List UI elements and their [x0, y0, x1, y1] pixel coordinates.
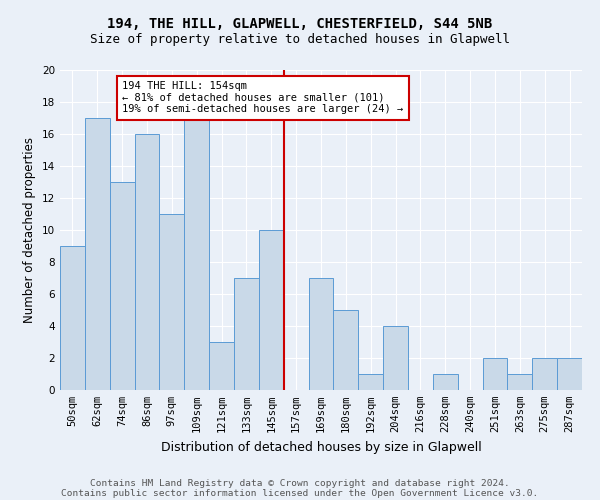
Bar	[110, 182, 134, 390]
Bar	[508, 374, 532, 390]
Text: Contains public sector information licensed under the Open Government Licence v3: Contains public sector information licen…	[61, 488, 539, 498]
Bar	[383, 326, 408, 390]
Bar	[358, 374, 383, 390]
Bar	[433, 374, 458, 390]
Text: Contains HM Land Registry data © Crown copyright and database right 2024.: Contains HM Land Registry data © Crown c…	[90, 478, 510, 488]
Y-axis label: Number of detached properties: Number of detached properties	[23, 137, 37, 323]
X-axis label: Distribution of detached houses by size in Glapwell: Distribution of detached houses by size …	[161, 440, 481, 454]
Bar	[334, 310, 358, 390]
Bar	[234, 278, 259, 390]
Bar	[482, 358, 508, 390]
Bar	[308, 278, 334, 390]
Text: 194, THE HILL, GLAPWELL, CHESTERFIELD, S44 5NB: 194, THE HILL, GLAPWELL, CHESTERFIELD, S…	[107, 18, 493, 32]
Bar	[85, 118, 110, 390]
Bar	[532, 358, 557, 390]
Bar	[259, 230, 284, 390]
Text: Size of property relative to detached houses in Glapwell: Size of property relative to detached ho…	[90, 32, 510, 46]
Bar	[160, 214, 184, 390]
Bar	[184, 118, 209, 390]
Text: 194 THE HILL: 154sqm
← 81% of detached houses are smaller (101)
19% of semi-deta: 194 THE HILL: 154sqm ← 81% of detached h…	[122, 81, 403, 114]
Bar	[209, 342, 234, 390]
Bar	[134, 134, 160, 390]
Bar	[557, 358, 582, 390]
Bar	[60, 246, 85, 390]
